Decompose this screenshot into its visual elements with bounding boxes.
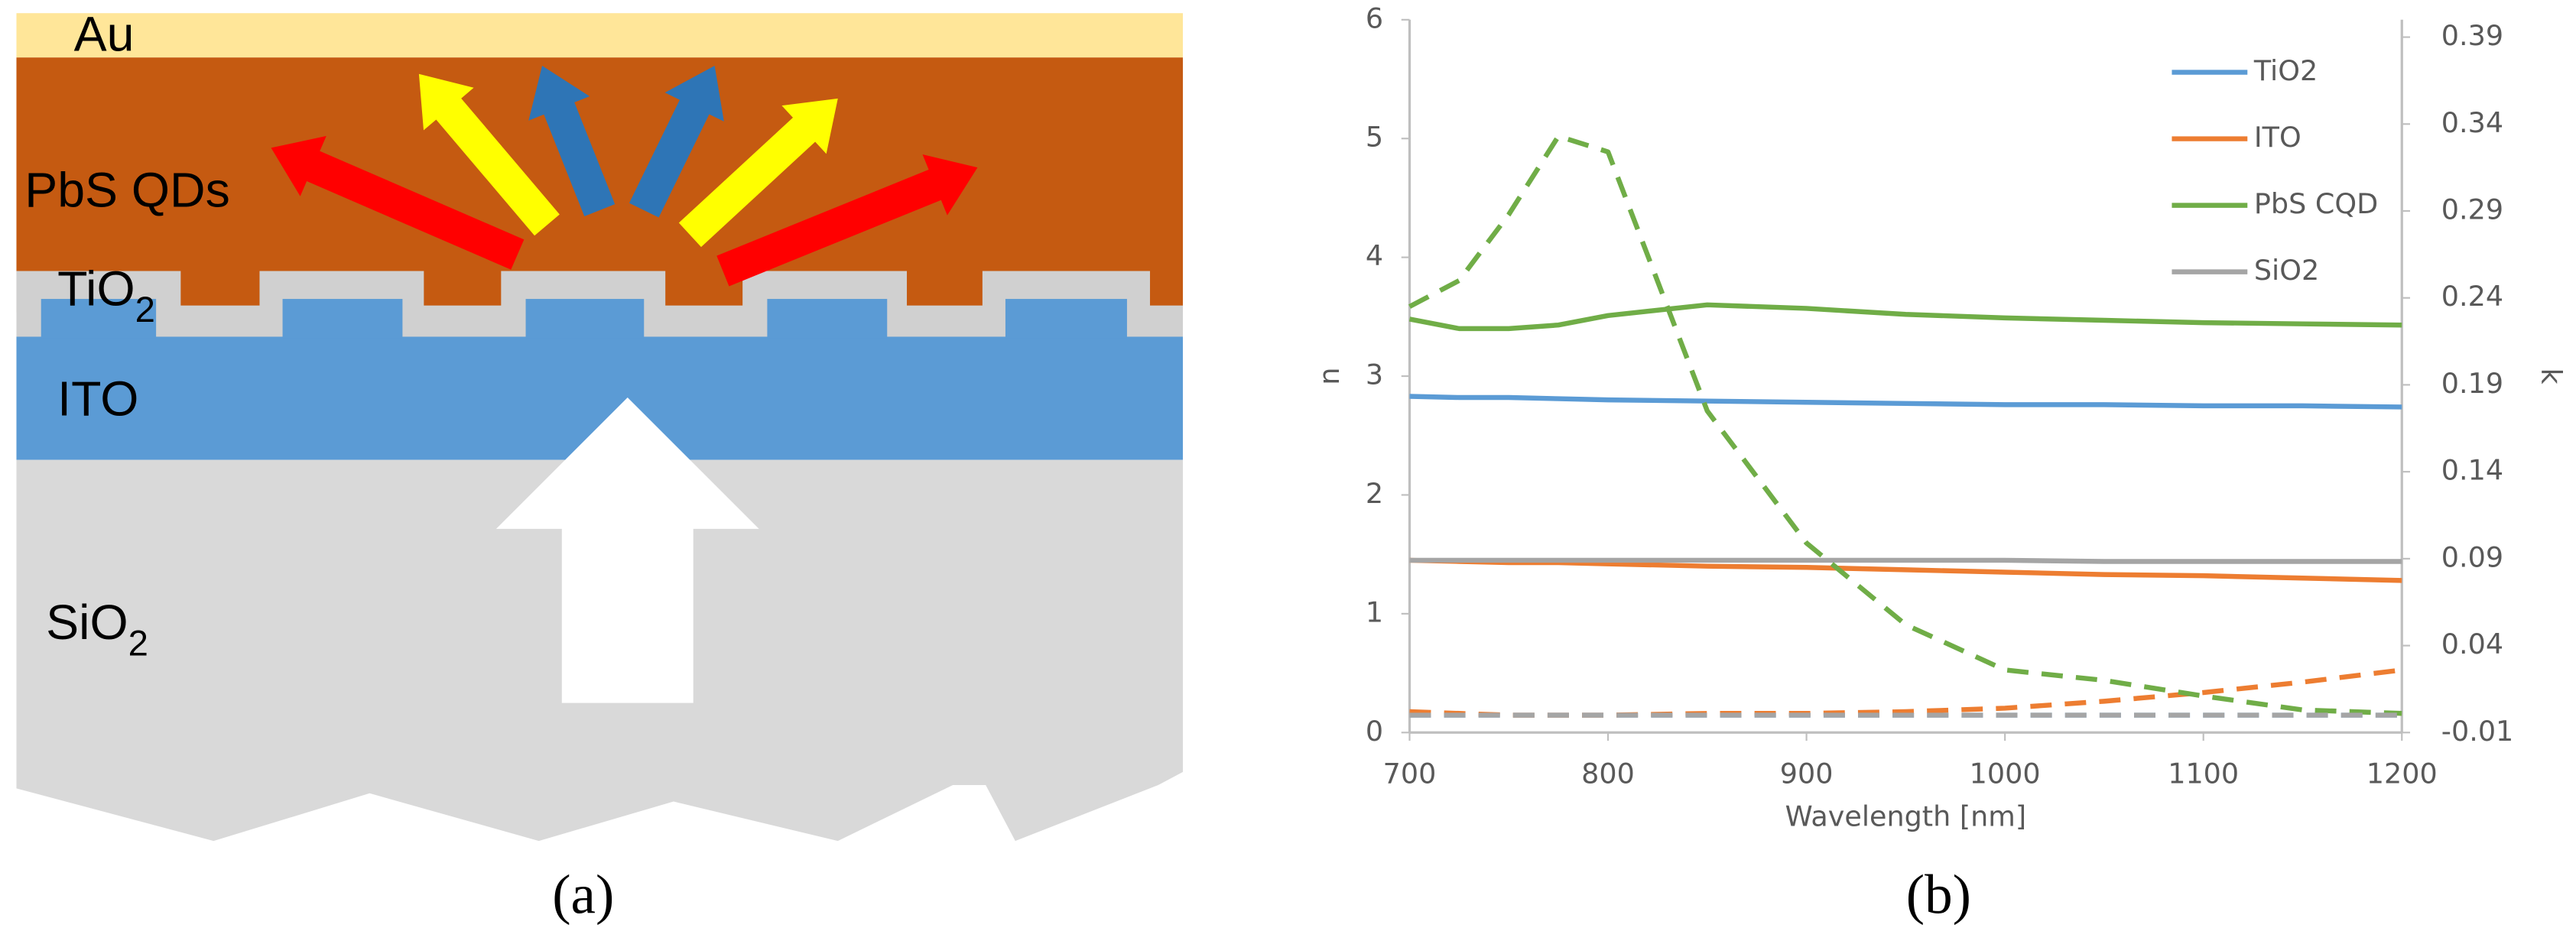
y2-tick-label: 0.14 — [2441, 454, 2503, 487]
k-line — [1408, 133, 2402, 716]
x-tick-label: 700 — [1383, 758, 1437, 790]
y2-tick-label: 0.19 — [2441, 367, 2503, 400]
y2-tick-label: 0.34 — [2441, 106, 2503, 139]
legend-label: SiO2 — [2254, 254, 2319, 287]
x-axis-label: Wavelength [nm] — [1785, 800, 2026, 833]
x-tick-label: 800 — [1581, 758, 1635, 790]
emission-arrow — [678, 98, 838, 248]
y-tick-label: 0 — [1366, 715, 1383, 748]
layer-label-main: TiO — [57, 261, 135, 316]
incident-arrow — [495, 397, 759, 703]
layer-label: TiO2 — [57, 261, 155, 330]
y2-tick-label: 0.09 — [2441, 540, 2503, 573]
layer-label: ITO — [57, 372, 138, 427]
layer-label-sub: 2 — [128, 623, 148, 664]
emission-arrow — [271, 135, 525, 270]
emission-arrow — [418, 73, 560, 236]
n-line — [1409, 394, 2402, 410]
legend-label: TiO2 — [2253, 54, 2318, 87]
x-tick-label: 1000 — [1970, 758, 2041, 790]
k-line — [1409, 667, 2402, 718]
x-tick-label: 900 — [1780, 758, 1834, 790]
layer-label-sub: 2 — [135, 290, 155, 330]
legend-label: PbS CQD — [2254, 187, 2378, 220]
layer-label: SiO2 — [46, 595, 148, 664]
y2-tick-label: 0.04 — [2441, 628, 2503, 660]
emission-arrows — [271, 65, 978, 287]
y2-tick-label: -0.01 — [2441, 715, 2513, 748]
emission-arrow — [629, 65, 724, 218]
au-layer — [16, 13, 1183, 58]
emission-arrow — [528, 65, 616, 216]
layer-label: PbS QDs — [24, 163, 230, 218]
legend-label: ITO — [2254, 121, 2302, 154]
y-tick-label: 3 — [1366, 359, 1383, 391]
n-line — [1409, 557, 2402, 564]
x-tick-label: 1100 — [2168, 758, 2239, 790]
layer-label-main: SiO — [46, 595, 128, 650]
y-tick-label: 2 — [1366, 477, 1383, 510]
emission-arrow — [716, 154, 978, 287]
panel-caption: (b) — [1906, 864, 1971, 926]
x-tick-label: 1200 — [2366, 758, 2438, 790]
y2-tick-label: 0.29 — [2441, 193, 2503, 226]
y-axis-label: n — [1313, 367, 1346, 385]
y2-tick-label: 0.39 — [2441, 19, 2503, 52]
y2-axis-label: k — [2535, 368, 2568, 385]
panel-caption: (a) — [552, 864, 614, 926]
layer-diagram: Au PbS QDs TiO2 ITO SiO2 (a) (b) — [16, 7, 1971, 926]
layer-label: Au — [74, 7, 135, 62]
n-line — [1408, 302, 2402, 332]
y-tick-label: 6 — [1366, 2, 1383, 34]
y-tick-label: 4 — [1366, 239, 1383, 272]
chart: 700 800 900 1000 1100 1200 0 1 2 3 4 5 6 -0.01 0.04 0.0… — [1313, 2, 2568, 832]
y-tick-label: 5 — [1366, 121, 1383, 154]
y2-tick-label: 0.24 — [2441, 280, 2503, 313]
y-tick-label: 1 — [1366, 595, 1383, 628]
